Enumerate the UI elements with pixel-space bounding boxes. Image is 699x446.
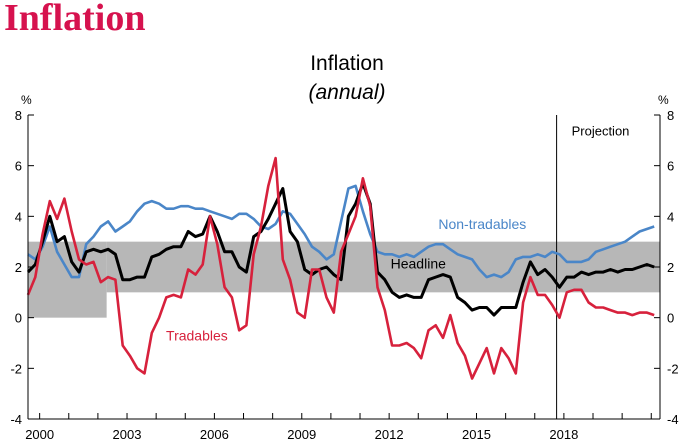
target-band-1 xyxy=(106,241,661,293)
y-unit-left: % xyxy=(21,93,32,107)
series-line-non-tradables xyxy=(27,184,655,279)
chart-title: Inflation xyxy=(310,52,384,75)
y-tick-label-right: 6 xyxy=(667,159,674,174)
y-tick-label-left: 4 xyxy=(15,209,22,224)
label-layer: Non-tradables Headline Tradables xyxy=(166,216,526,343)
series-line-tradables xyxy=(26,156,655,380)
target-band-layer xyxy=(28,241,661,318)
y-tick-label-left: -2 xyxy=(10,361,22,376)
x-tick-label: 2018 xyxy=(549,427,578,442)
y-tick-label-right: 2 xyxy=(667,260,674,275)
x-tick-label: 2009 xyxy=(287,427,316,442)
y-tick-label-left: 8 xyxy=(15,108,22,123)
y-tick-label-left: 0 xyxy=(15,311,22,326)
y-tick-label-left: 2 xyxy=(15,260,22,275)
page-heading: Inflation xyxy=(4,0,146,39)
y-unit-right: % xyxy=(658,93,669,107)
y-tick-label-left: 6 xyxy=(15,159,22,174)
x-tick-label: 2003 xyxy=(113,427,142,442)
x-tick-label: 2000 xyxy=(25,427,54,442)
series-label-non-tradables: Non-tradables xyxy=(438,216,526,232)
y-tick-label-right: -2 xyxy=(667,361,679,376)
series-line-headline xyxy=(26,181,655,317)
x-tick-label: 2006 xyxy=(200,427,229,442)
series-layer xyxy=(26,156,655,380)
y-tick-label-left: -4 xyxy=(10,412,22,427)
axes-layer: -4 -4 -2 -2 0 0 2 2 4 4 6 6 8 8 2000 2003 2006 2009 2012 20… xyxy=(10,108,678,442)
x-tick-label: 2012 xyxy=(375,427,404,442)
projection-label: Projection xyxy=(572,123,630,138)
y-tick-label-right: 0 xyxy=(667,311,674,326)
series-label-headline: Headline xyxy=(391,255,446,271)
projection-layer: Projection xyxy=(556,115,630,419)
x-tick-label: 2015 xyxy=(462,427,491,442)
y-tick-label-right: -4 xyxy=(667,412,679,427)
y-tick-label-right: 4 xyxy=(667,209,674,224)
y-tick-label-right: 8 xyxy=(667,108,674,123)
target-band-0 xyxy=(28,241,107,318)
chart-subtitle: (annual) xyxy=(308,81,385,104)
series-label-tradables: Tradables xyxy=(166,327,228,343)
